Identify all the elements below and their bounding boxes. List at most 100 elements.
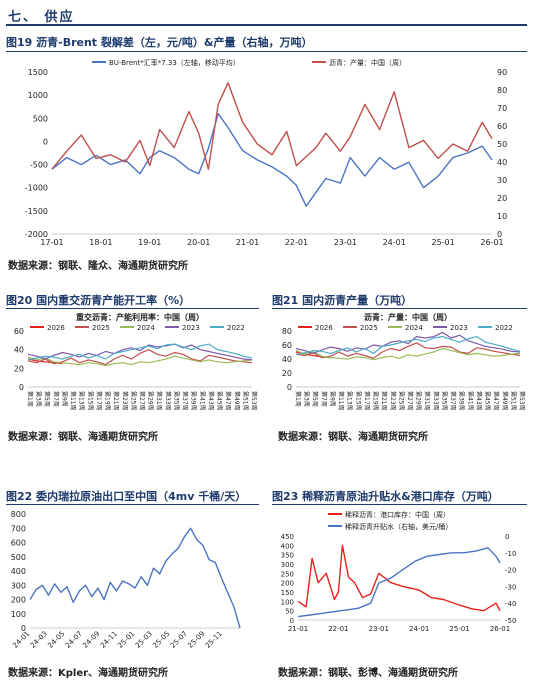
fig19-yright-tick-9: 0 xyxy=(497,230,502,239)
fig19-yleft-tick-0: 1500 xyxy=(28,68,48,77)
fig23-series-inventory xyxy=(297,544,501,612)
fig19-yright-tick-3: 60 xyxy=(497,122,507,131)
fig23-x-tick-5: 26-01 xyxy=(490,625,510,633)
fig19-yleft-tick-5: -1000 xyxy=(25,184,48,193)
fig20-x-tick-5: 第11周 xyxy=(69,391,77,411)
fig21-y-tick-4: 0 xyxy=(287,383,292,392)
fig20-legend-1-label: 2025 xyxy=(92,324,110,332)
fig21-x-tick-10: 第21周 xyxy=(380,391,388,411)
fig19-series-production xyxy=(51,82,493,170)
fig20-series-2024 xyxy=(27,355,253,367)
fig21-x-tick-3: 第7周 xyxy=(320,391,328,407)
fig22-x-tick-1: 24-03 xyxy=(29,630,49,650)
fig21-x-tick-9: 第19周 xyxy=(372,391,380,411)
fig19-x-tick-6: 23-01 xyxy=(334,238,357,247)
fig19-yright-tick-5: 40 xyxy=(497,158,507,167)
fig21-rule xyxy=(272,308,527,309)
fig20-source: 数据来源：钢联、海通期货研究所 xyxy=(8,432,158,443)
fig21-x-tick-25: 第51周 xyxy=(509,391,517,411)
fig22-y-tick-4: 400 xyxy=(11,567,26,576)
fig23-yleft-tick-6: 150 xyxy=(281,589,294,597)
fig22-y-tick-5: 300 xyxy=(11,581,26,590)
fig21-x-tick-8: 第17周 xyxy=(363,391,371,411)
fig19-title: 图19 沥青-Brent 裂解差（左，元/吨）&产量（右轴，万吨） xyxy=(6,36,313,49)
fig23-yleft-tick-5: 200 xyxy=(281,580,294,588)
fig21-x-tick-6: 第13周 xyxy=(346,391,354,411)
fig20-y-tick-2: 20 xyxy=(14,364,24,373)
fig23-title: 图23 稀释沥青原油升贴水&港口库存（万吨） xyxy=(272,490,499,503)
fig21-x-tick-5: 第11周 xyxy=(337,391,345,411)
fig20-x-tick-9: 第19周 xyxy=(104,391,112,411)
fig19-x-tick-8: 25-01 xyxy=(431,238,454,247)
fig20-x-tick-4: 第9周 xyxy=(61,391,69,407)
fig23-yleft-tick-4: 250 xyxy=(281,570,294,578)
fig21-x-tick-4: 第9周 xyxy=(329,391,337,407)
fig20-legend-4-label: 2022 xyxy=(227,324,245,332)
fig19-x-tick-4: 21-01 xyxy=(236,238,259,247)
fig20-x-tick-23: 第47周 xyxy=(224,391,232,411)
fig22-x-tick-3: 24-07 xyxy=(64,630,84,650)
fig22-y-tick-0: 800 xyxy=(11,510,26,519)
fig19-legend-1-label: 沥青：产量：中国（周） xyxy=(329,58,406,67)
fig20-x-tick-11: 第23周 xyxy=(121,391,129,411)
fig21-legend-1-label: 2025 xyxy=(360,324,378,332)
fig21-x-tick-22: 第45周 xyxy=(484,391,492,411)
fig21-y-tick-1: 60 xyxy=(282,341,292,350)
fig21-x-tick-21: 第43周 xyxy=(475,391,483,411)
fig20-legend-0-label: 2026 xyxy=(47,324,65,332)
fig23-x-tick-0: 21-01 xyxy=(288,625,308,633)
fig19-x-tick-1: 18-01 xyxy=(89,238,112,247)
fig22-x-tick-8: 25-05 xyxy=(151,630,171,650)
fig23-series-premium xyxy=(297,547,501,618)
fig20-y-tick-1: 40 xyxy=(14,346,24,355)
fig22-source: 数据来源：Kpler、海通期货研究所 xyxy=(8,668,169,679)
fig22-y-tick-2: 600 xyxy=(11,539,26,548)
fig23-yright-tick-2: -20 xyxy=(505,567,516,575)
fig23-yleft-tick-3: 300 xyxy=(281,561,294,569)
fig22-x-tick-4: 24-09 xyxy=(81,630,101,650)
fig23-source: 数据来源：钢联、彭博、海通期货研究所 xyxy=(278,668,458,679)
fig22-x-tick-0: 24-01 xyxy=(11,630,31,650)
fig22-series-export xyxy=(29,527,241,629)
fig21-x-tick-11: 第23周 xyxy=(389,391,397,411)
fig19-yright-tick-7: 20 xyxy=(497,194,507,203)
fig21-series-2025 xyxy=(295,342,521,359)
fig19-source: 数据来源：钢联、隆众、海通期货研究所 xyxy=(8,261,188,272)
fig21-series-2024 xyxy=(295,347,521,361)
fig23-x-tick-3: 24-01 xyxy=(409,625,429,633)
fig20-x-tick-24: 第49周 xyxy=(233,391,241,411)
fig22-y-tick-6: 200 xyxy=(11,596,26,605)
fig22-rule xyxy=(6,504,259,505)
fig21-series-2023 xyxy=(295,331,521,355)
fig19-series-bu-brent xyxy=(51,113,493,207)
fig22-x-tick-7: 25-03 xyxy=(134,630,154,650)
fig23-x-tick-4: 25-01 xyxy=(449,625,469,633)
fig20-series-2025 xyxy=(27,349,253,366)
fig21-chart-title: 沥青：产量：中国（周） xyxy=(364,312,452,322)
fig22-x-tick-5: 24-11 xyxy=(99,630,119,650)
fig20-x-tick-10: 第21周 xyxy=(112,391,120,411)
fig21-x-tick-14: 第29周 xyxy=(415,391,423,411)
fig22-title: 图22 委内瑞拉原油出口至中国（4mv 千桶/天） xyxy=(6,490,247,503)
fig21-legend-2-label: 2024 xyxy=(405,324,423,332)
fig21-x-tick-20: 第41周 xyxy=(466,391,474,411)
fig22-x-tick-9: 25-07 xyxy=(169,630,189,650)
section-rule xyxy=(6,24,527,26)
fig21-y-tick-3: 20 xyxy=(282,369,292,378)
fig21-x-tick-2: 第5周 xyxy=(311,391,319,407)
fig21-x-tick-0: 第1周 xyxy=(294,391,302,407)
fig21-x-tick-1: 第3周 xyxy=(303,391,311,407)
fig20-legend-3-label: 2023 xyxy=(182,324,200,332)
fig22-y-tick-8: 0 xyxy=(21,624,26,633)
fig21-title: 图21 国内沥青产量（万吨） xyxy=(272,294,413,307)
fig20-x-tick-15: 第31周 xyxy=(155,391,163,411)
fig22-y-tick-1: 700 xyxy=(11,524,26,533)
fig19-x-tick-9: 26-01 xyxy=(480,238,503,247)
fig20-x-tick-18: 第37周 xyxy=(181,391,189,411)
fig21-x-tick-26: 第53周 xyxy=(518,391,526,411)
fig23-yleft-tick-2: 350 xyxy=(281,552,294,560)
fig23-yleft-tick-1: 400 xyxy=(281,542,294,550)
fig19-yright-tick-1: 80 xyxy=(497,86,507,95)
fig20-y-tick-3: 0 xyxy=(19,383,24,392)
